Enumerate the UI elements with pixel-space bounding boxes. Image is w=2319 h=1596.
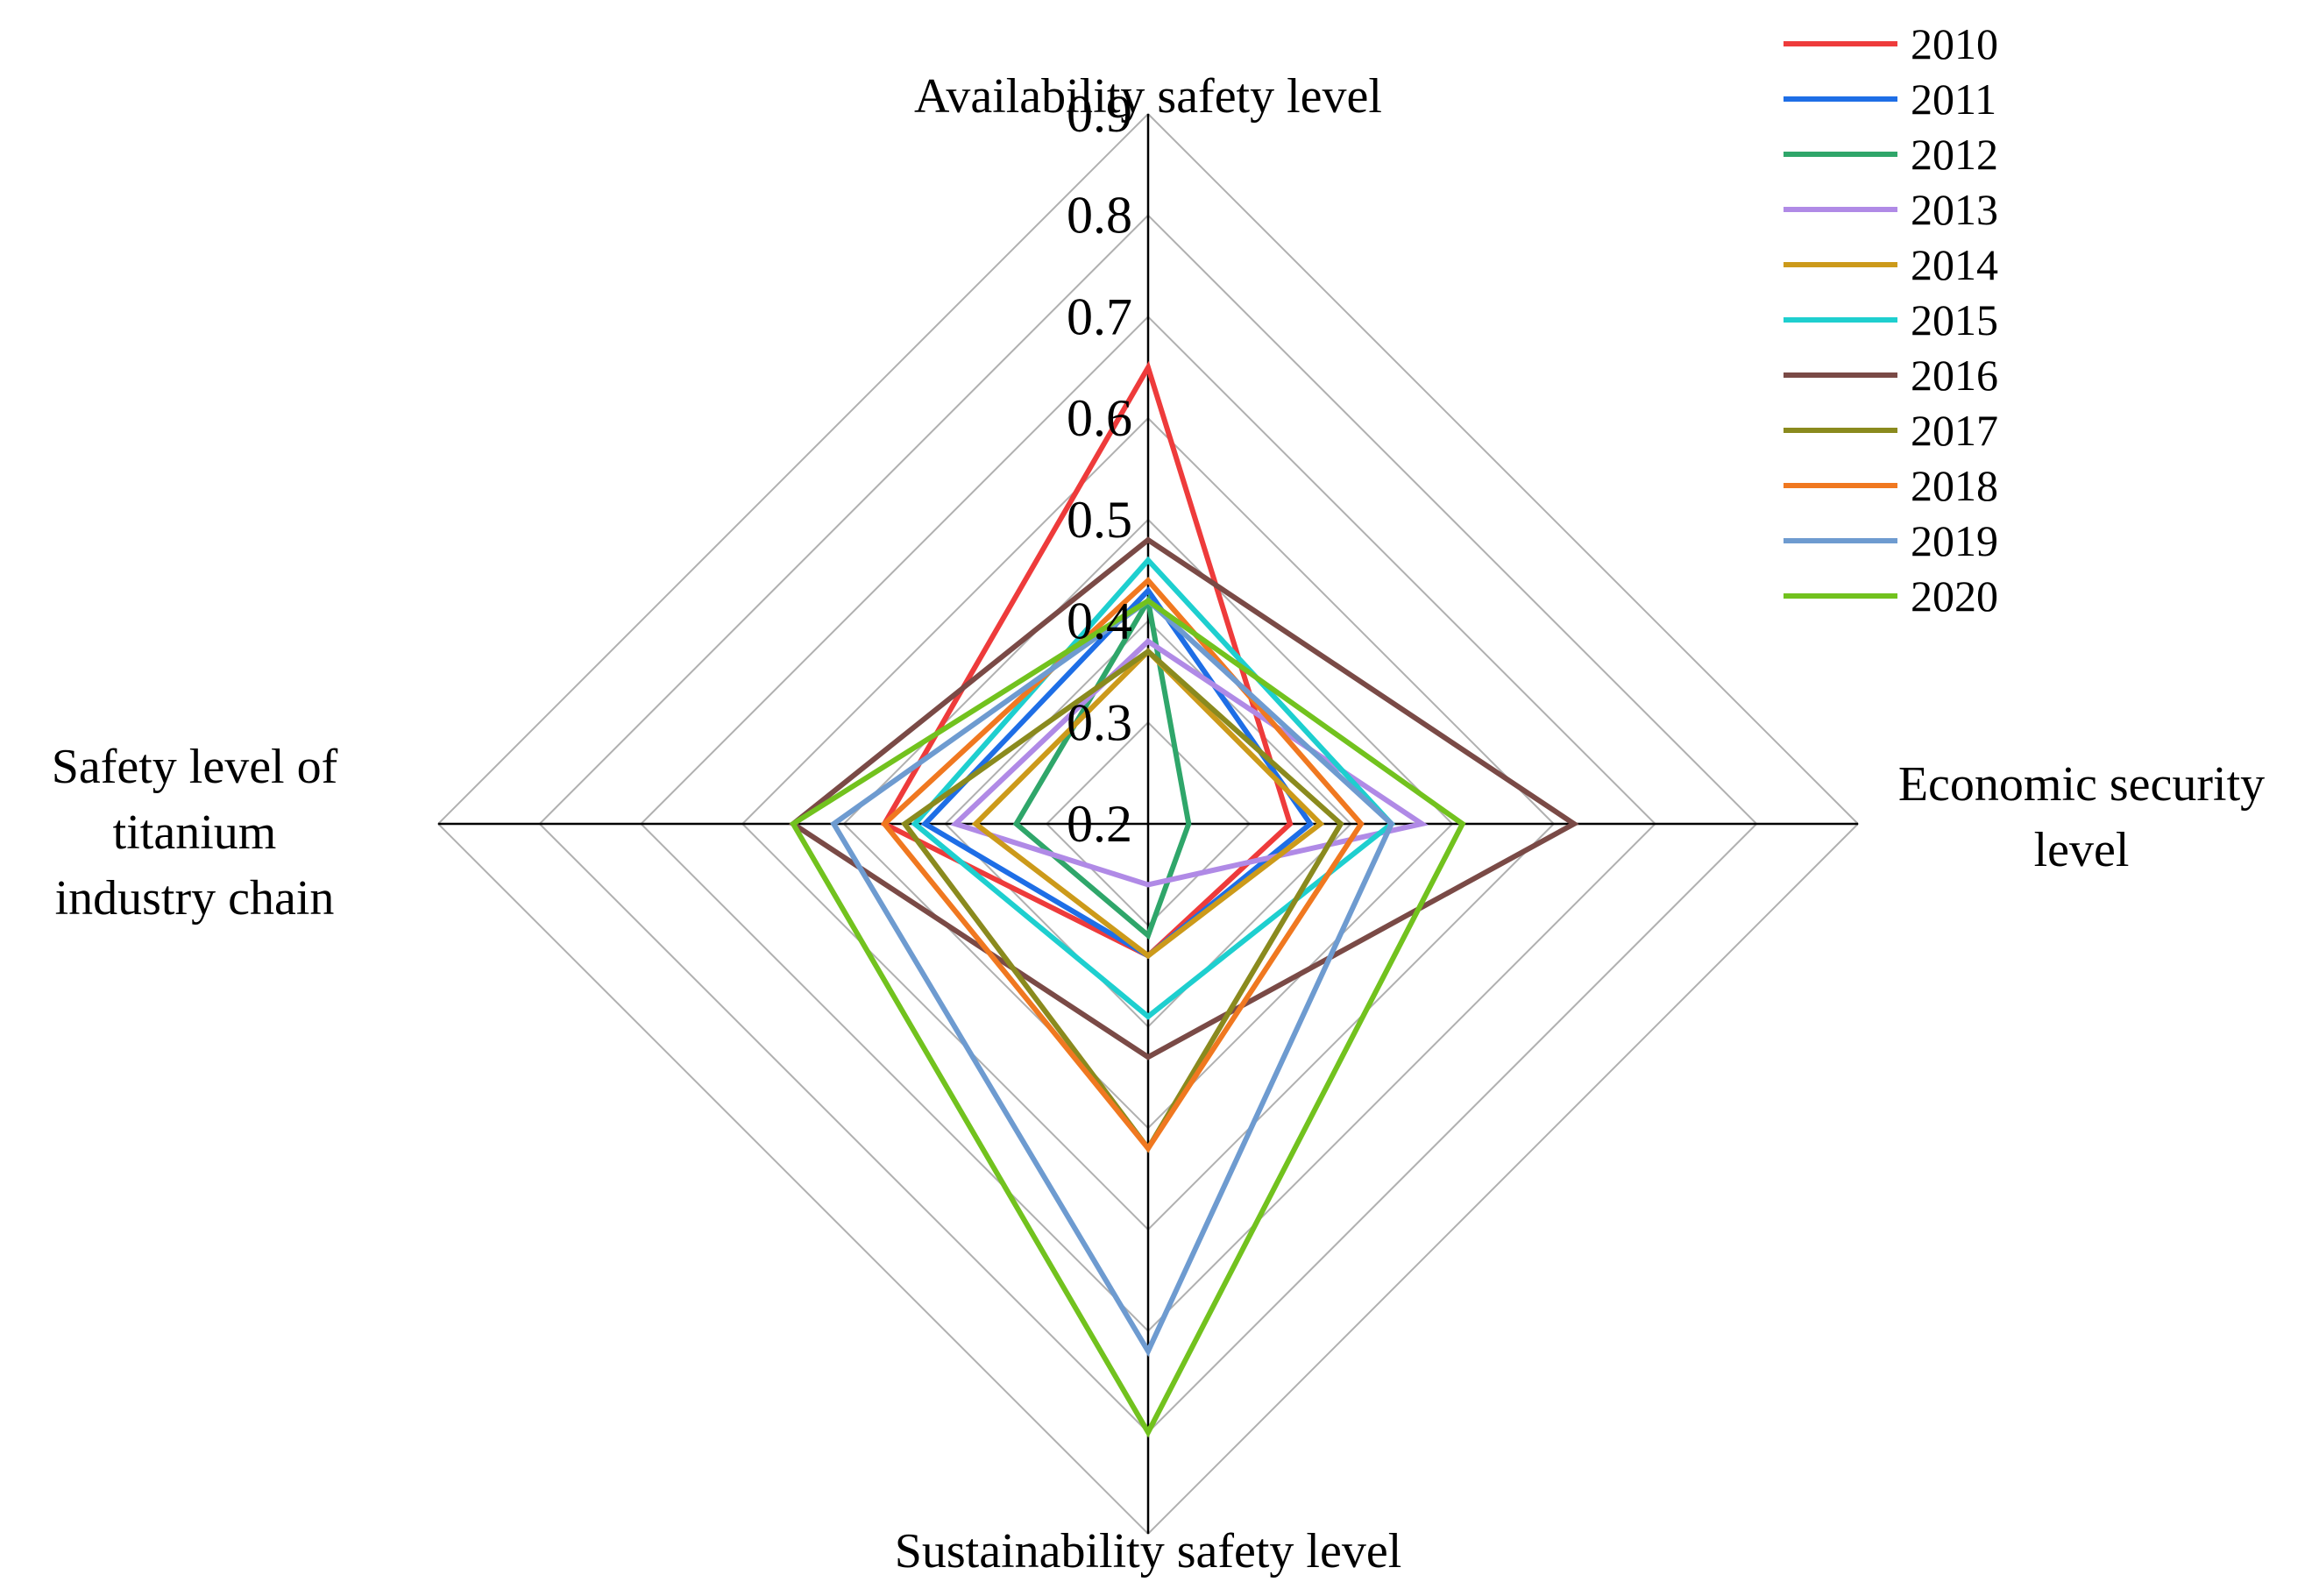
legend-label-2019: 2019 (1911, 516, 1998, 565)
axis-title-titanium-line-3: industry chain (55, 871, 335, 926)
series-layer (788, 360, 1579, 1438)
series-2012 (1012, 592, 1192, 940)
legend-label-2016: 2016 (1911, 351, 1998, 400)
axis-title-economic-line-2: level (2034, 823, 2130, 877)
tick-label-0-3: 0.3 (1067, 693, 1132, 751)
series-2019 (830, 597, 1395, 1358)
legend-label-2018: 2018 (1911, 461, 1998, 510)
axis-title-economic-line-1: Economic security (1898, 757, 2265, 812)
legend-label-2017: 2017 (1911, 406, 1998, 455)
tick-label-0-5: 0.5 (1067, 491, 1132, 549)
axis-title-titanium-line-1: Safety level of (52, 740, 338, 794)
axis-title-titanium-line-2: titanium (113, 805, 277, 860)
legend-label-2011: 2011 (1911, 74, 1996, 124)
series-2014 (971, 648, 1325, 960)
series-2020 (789, 597, 1466, 1438)
axis-title-sustainability: Sustainability safety level (895, 1524, 1402, 1578)
series-2016 (788, 536, 1579, 1060)
tick-labels: 0.2 0.3 0.4 0.5 0.6 0.7 0.8 0.9 (1067, 85, 1132, 853)
legend-label-2020: 2020 (1911, 571, 1998, 621)
series-2015 (911, 556, 1396, 1020)
tick-label-0-4: 0.4 (1067, 592, 1132, 650)
tick-label-0-2: 0.2 (1067, 795, 1132, 853)
axis-titles: Availability safety level Economic secur… (52, 69, 2265, 1578)
tick-label-0-6: 0.6 (1067, 389, 1132, 447)
legend-label-2013: 2013 (1911, 185, 1998, 234)
series-2018 (881, 576, 1365, 1153)
legend-label-2012: 2012 (1911, 130, 1998, 179)
tick-label-0-8: 0.8 (1067, 187, 1132, 245)
series-2013 (950, 637, 1429, 888)
tick-label-0-7: 0.7 (1067, 287, 1132, 345)
legend-label-2015: 2015 (1911, 295, 1998, 344)
axis-title-availability: Availability safety level (914, 69, 1382, 124)
grid-layer (436, 112, 1860, 1536)
legend-label-2014: 2014 (1911, 240, 1998, 289)
tick-label-0-9: 0.9 (1067, 85, 1132, 143)
legend: 2010 2011 2012 2013 2014 2015 2016 2017 2018 2019… (1784, 19, 1998, 621)
legend-label-2010: 2010 (1911, 19, 1998, 68)
